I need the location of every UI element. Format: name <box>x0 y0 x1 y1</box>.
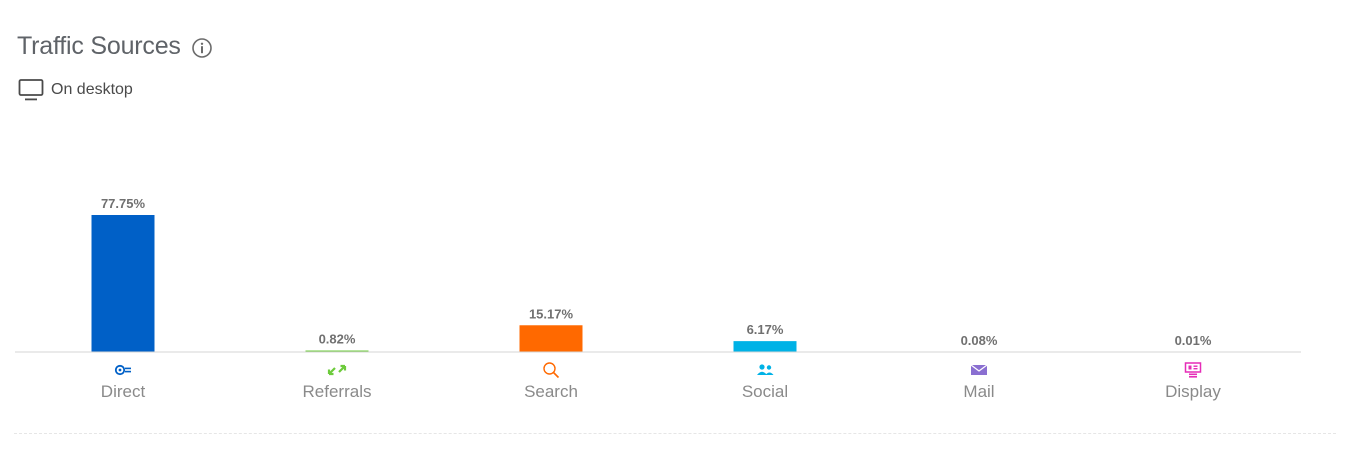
info-icon[interactable] <box>191 37 213 59</box>
device-filter: On desktop <box>18 78 133 102</box>
widget-title: Traffic Sources <box>17 32 181 60</box>
value-label-social: 6.17% <box>747 322 784 337</box>
category-label-referrals: Referrals <box>303 382 372 401</box>
category-label-search: Search <box>524 382 578 401</box>
referrals-icon <box>327 364 347 376</box>
category-labels-layer: Direct Referrals Search Social Mail Display <box>101 382 1222 401</box>
category-label-mail: Mail <box>963 382 994 401</box>
section-divider <box>14 433 1336 434</box>
labels-layer: 77.75% 0.82% 15.17% 6.17% 0.08% 0.01% <box>101 196 1212 348</box>
direct-icon <box>114 364 131 376</box>
bar-social[interactable] <box>733 341 797 352</box>
value-label-mail: 0.08% <box>961 333 998 348</box>
device-label: On desktop <box>51 81 133 98</box>
bar-search[interactable] <box>519 325 583 352</box>
category-label-direct: Direct <box>101 382 146 401</box>
bar-direct[interactable] <box>91 215 155 352</box>
social-icon <box>757 364 774 375</box>
mail-icon <box>970 364 988 375</box>
bars-layer <box>91 215 797 353</box>
bar-referrals[interactable] <box>305 350 369 353</box>
desktop-icon <box>18 78 44 102</box>
category-icons-layer <box>114 362 1202 379</box>
value-label-display: 0.01% <box>1175 333 1212 348</box>
value-label-referrals: 0.82% <box>319 332 356 347</box>
value-label-direct: 77.75% <box>101 196 146 211</box>
value-label-search: 15.17% <box>529 306 574 321</box>
category-label-display: Display <box>1165 382 1221 401</box>
display-icon <box>1184 362 1202 378</box>
widget-header: Traffic Sources <box>17 30 213 62</box>
search-icon <box>543 362 560 379</box>
category-label-social: Social <box>742 382 788 401</box>
